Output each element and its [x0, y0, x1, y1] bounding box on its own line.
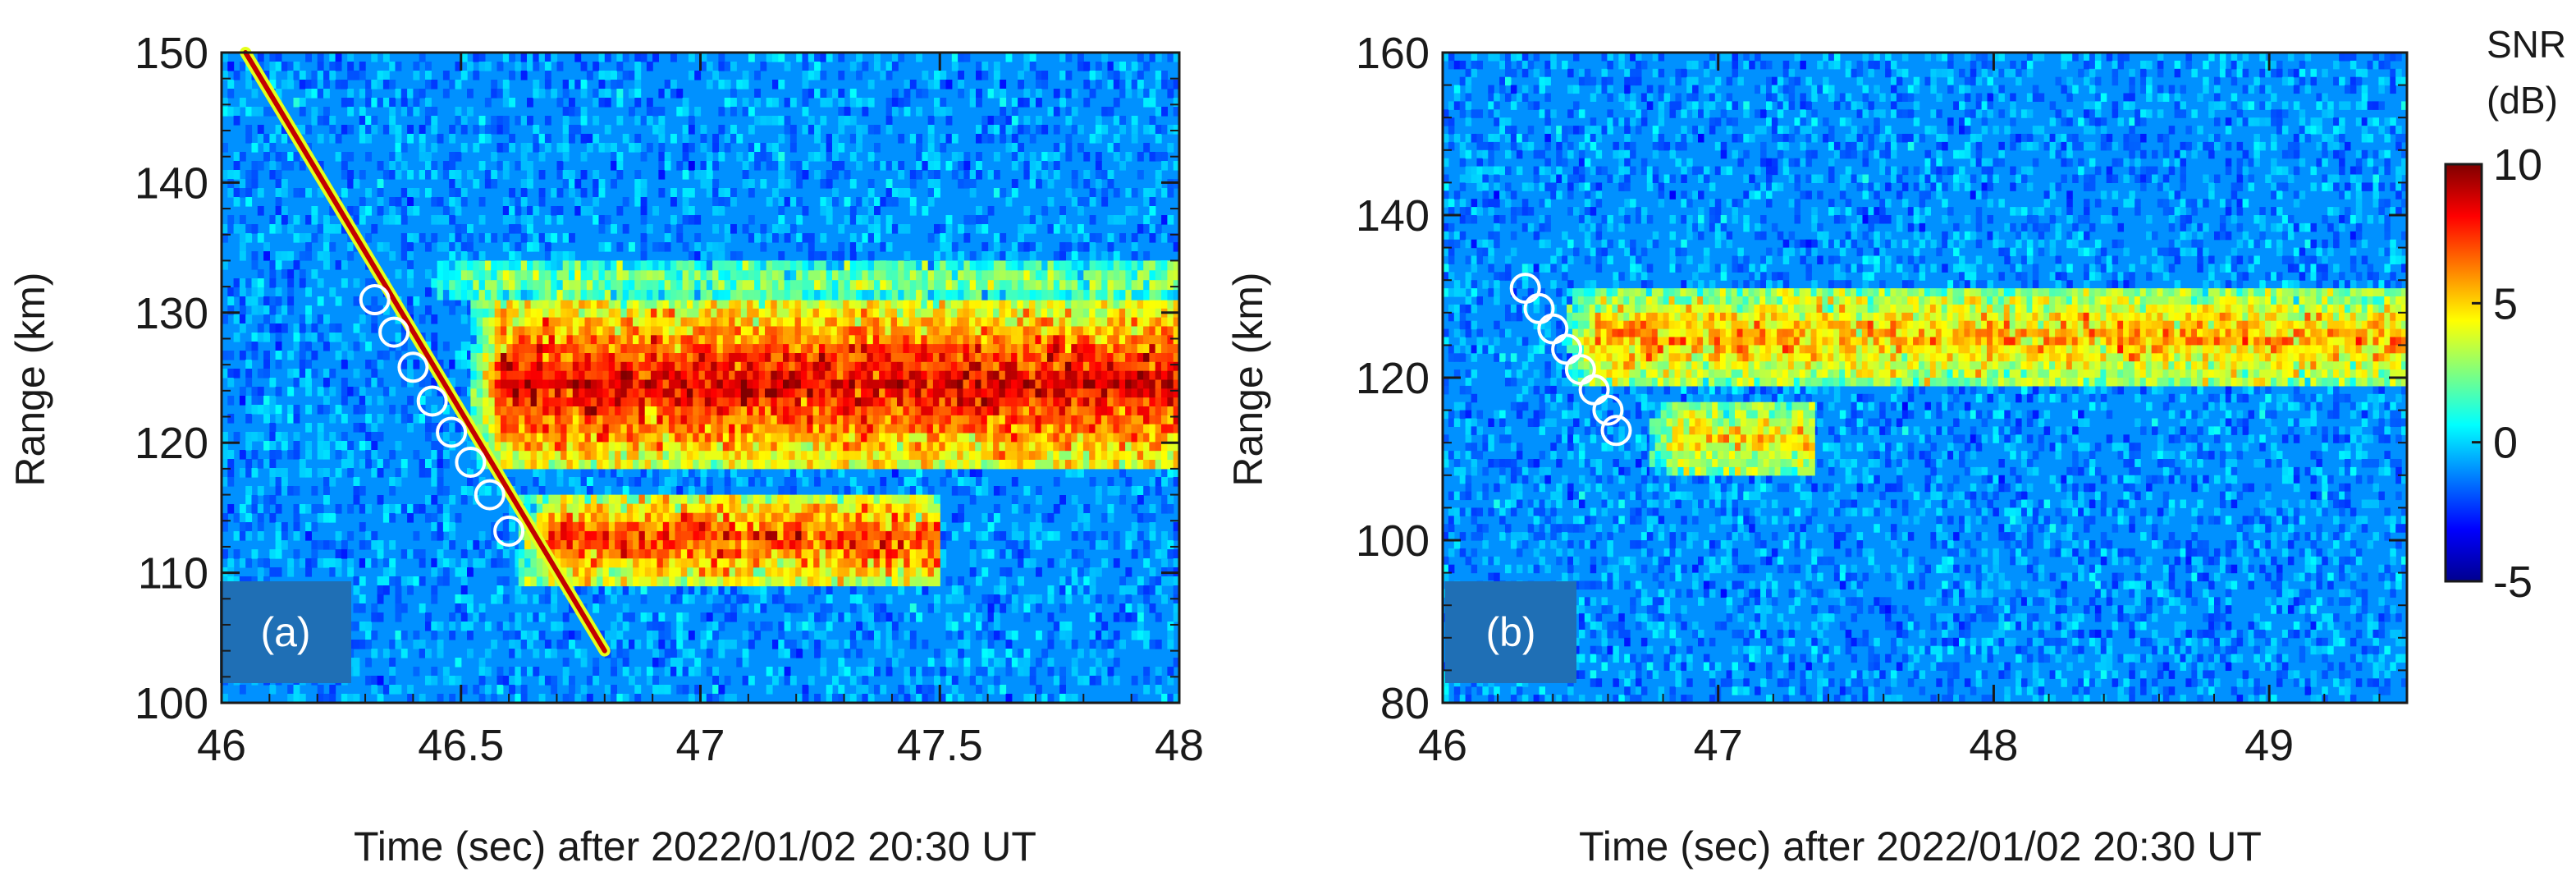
panel-b-xtick-label: 46	[1418, 721, 1467, 770]
panel-b-trail-region-0	[1567, 288, 2408, 387]
panel-b-ytick-label: 160	[1356, 29, 1430, 78]
panel-a-circle-marker	[416, 385, 448, 417]
panel-b-xtick-label: 47	[1694, 721, 1743, 770]
panel-a-circles	[359, 284, 525, 547]
colorbar-tick-label: -5	[2493, 557, 2533, 607]
panel-a-label-box	[220, 581, 351, 683]
panel-a-circle-marker	[493, 515, 525, 547]
panel-b: (b) 46 47 48 49 80 100 120 140 160 Time (sec) af…	[1225, 29, 2409, 869]
panel-a-trail-region-2	[437, 260, 1180, 300]
panel-a-ytick-label: 150	[135, 29, 208, 78]
panel-b-xlabel: Time (sec) after 2022/01/02 20:30 UT	[1579, 823, 2262, 869]
panel-a-circle-marker	[474, 479, 506, 511]
panel-a-ytick-label: 110	[138, 549, 208, 599]
panel-a-circle-marker	[397, 351, 429, 383]
panel-a-circle-marker	[378, 316, 410, 348]
panel-b-label: (b)	[1485, 609, 1535, 655]
panel-a-ytick-label: 130	[135, 289, 208, 338]
panel-b-xtick-label: 49	[2244, 721, 2294, 770]
colorbar-title-line1: SNR	[2487, 23, 2566, 66]
colorbar-tick-label: 5	[2493, 279, 2518, 328]
panel-a-label: (a)	[260, 609, 310, 655]
panel-a-head-echo	[243, 50, 607, 654]
colorbar-gradient	[2444, 163, 2483, 583]
panel-a-xtick-label: 46.5	[418, 721, 504, 770]
panel-a-heatmap	[222, 47, 1180, 704]
panel-b-ytick-label: 80	[1380, 679, 1430, 728]
panel-b-label-box	[1445, 581, 1576, 683]
panel-b-ytick-label: 140	[1356, 191, 1430, 241]
panel-a-trail-region-0	[470, 300, 1180, 470]
panel-a-ytick-label: 140	[135, 158, 208, 208]
panel-a-ytick-label: 120	[135, 419, 208, 468]
panel-a-circle-marker	[455, 447, 487, 478]
colorbar: SNR (dB) 10 5 0 -5	[2444, 23, 2566, 607]
panel-a-xtick-label: 46	[197, 721, 246, 770]
panel-a-ytick-label: 100	[135, 679, 208, 728]
panel-b-ylabel: Range (km)	[1225, 272, 1271, 486]
panel-b-ytick-label: 100	[1356, 516, 1430, 566]
colorbar-title-line2: (dB)	[2487, 79, 2558, 122]
panel-a-xtick-label: 47	[675, 721, 725, 770]
panel-b-circles	[1509, 273, 1632, 447]
panel-a-axes: 46 46.5 47 47.5 48 100 110 120 130 140 150	[135, 29, 1204, 770]
panel-a-xtick-label: 47.5	[897, 721, 983, 770]
colorbar-tick-label: 0	[2493, 419, 2518, 468]
panel-a: (a) 46 46.5 47 47.5 48 100 110 120 130 140 150 Tim…	[7, 29, 1204, 869]
panel-a-circle-marker	[359, 284, 391, 315]
panel-a-ylabel: Range (km)	[7, 272, 53, 486]
panel-a-trail-region-1	[518, 494, 940, 587]
panel-b-ytick-label: 120	[1356, 354, 1430, 403]
panel-b-xtick-label: 48	[1969, 721, 2018, 770]
panel-a-xtick-label: 48	[1155, 721, 1204, 770]
panel-b-axes: 46 47 48 49 80 100 120 140 160	[1356, 29, 2407, 770]
panel-b-circle-marker	[1592, 394, 1624, 426]
panel-b-circle-marker	[1600, 415, 1632, 447]
panel-a-xlabel: Time (sec) after 2022/01/02 20:30 UT	[354, 823, 1036, 869]
panel-a-circle-marker	[436, 416, 468, 448]
panel-b-trail-region-1	[1649, 401, 1815, 476]
colorbar-tick-label: 10	[2493, 140, 2542, 190]
colorbar-ticks: 10 5 0 -5	[2472, 140, 2542, 607]
